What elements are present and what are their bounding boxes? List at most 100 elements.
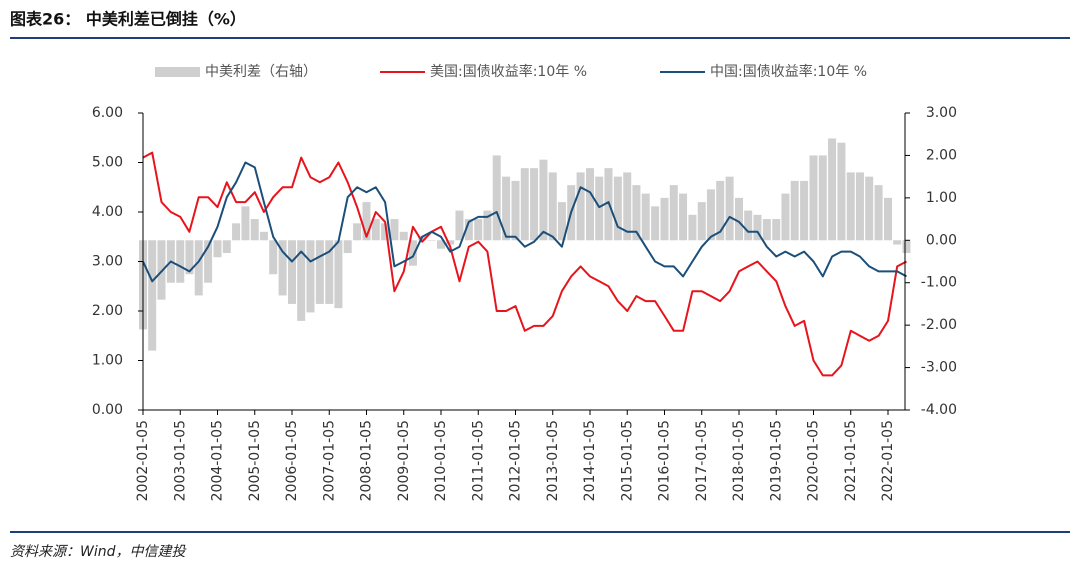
spread-bar	[474, 219, 483, 241]
spread-bar	[194, 240, 203, 296]
spread-bar	[586, 168, 594, 241]
legend-label: 中国:国债收益率:10年 %	[710, 63, 867, 80]
spread-bar	[548, 172, 557, 241]
spread-bar	[437, 240, 445, 249]
spread-bar	[408, 240, 417, 266]
y2-tick-label: 2.00	[926, 147, 957, 163]
y2-tick-label: 3.00	[926, 105, 957, 121]
spread-bar	[837, 142, 846, 241]
spread-bar	[762, 219, 771, 241]
spread-bar	[306, 240, 315, 313]
y2-tick-label: 1.00	[926, 190, 957, 206]
spread-bar	[250, 219, 259, 241]
spread-bar	[232, 223, 241, 241]
spread-bar	[334, 240, 343, 309]
spread-bar	[753, 214, 762, 241]
spread-bar	[427, 240, 436, 241]
x-tick-label: 2009-01-05	[396, 420, 412, 501]
spread-bar	[828, 138, 837, 241]
spread-bar	[818, 155, 827, 241]
spread-bar	[269, 240, 278, 275]
spread-bar	[809, 155, 818, 241]
x-tick-label: 2010-01-05	[433, 420, 449, 501]
spread-bar	[660, 197, 669, 241]
legend-label: 美国:国债收益率:10年 %	[430, 63, 587, 80]
spread-bar	[641, 193, 650, 241]
spread-bar	[613, 176, 622, 241]
spread-bar	[502, 176, 511, 241]
spread-bar	[325, 240, 334, 304]
spread-bar	[176, 240, 185, 283]
x-tick-label: 2015-01-05	[619, 420, 635, 501]
spread-bar	[651, 206, 660, 241]
spread-bar	[772, 219, 781, 241]
yield-line	[142, 151, 907, 377]
y-tick-label: 4.00	[92, 204, 123, 220]
spread-bar	[288, 240, 296, 304]
x-tick-label: 2011-01-05	[470, 420, 486, 501]
legend-swatch	[155, 67, 200, 77]
spread-bar	[278, 240, 287, 296]
x-tick-label: 2016-01-05	[657, 420, 673, 501]
spread-bar	[846, 172, 855, 241]
spread-bar	[725, 176, 734, 241]
spread-bar	[893, 240, 902, 245]
x-tick-label: 2019-01-05	[768, 420, 784, 501]
chart-title: 图表26： 中美利差已倒挂（%）	[10, 10, 246, 29]
spread-bar	[259, 231, 268, 241]
spread-bar	[371, 219, 380, 241]
y2-tick-label: -2.00	[921, 317, 957, 333]
spread-bar	[902, 240, 911, 254]
y-tick-label: 6.00	[92, 105, 123, 121]
x-tick-label: 2003-01-05	[172, 420, 188, 501]
spread-bar	[576, 172, 585, 241]
y2-tick-label: -3.00	[921, 360, 957, 376]
spread-bar	[185, 240, 194, 275]
spread-bar	[204, 240, 213, 283]
spread-bar	[362, 202, 371, 241]
x-tick-label: 2002-01-05	[135, 420, 151, 501]
spread-bar	[744, 210, 753, 241]
spread-bar	[716, 180, 725, 241]
spread-bar	[315, 240, 324, 304]
spread-bar	[706, 189, 715, 241]
x-tick-label: 2005-01-05	[247, 420, 263, 501]
x-tick-label: 2022-01-05	[880, 420, 896, 501]
spread-bar	[884, 197, 892, 241]
spread-bar	[697, 202, 706, 241]
y-tick-label: 0.00	[92, 402, 123, 418]
x-tick-label: 2008-01-05	[359, 420, 375, 501]
x-tick-label: 2007-01-05	[321, 420, 337, 501]
x-tick-label: 2013-01-05	[545, 420, 561, 501]
spread-bar	[297, 240, 306, 321]
spread-bar	[464, 219, 473, 241]
spread-bar	[539, 159, 548, 241]
y-tick-label: 2.00	[92, 303, 123, 319]
y2-tick-label: -4.00	[921, 402, 957, 418]
source: 资料来源：Wind，中信建投	[10, 544, 187, 560]
spread-bar	[399, 231, 408, 241]
x-tick-label: 2018-01-05	[731, 420, 747, 501]
x-tick-label: 2020-01-05	[806, 420, 822, 501]
spread-bar	[520, 168, 529, 241]
x-tick-label: 2017-01-05	[694, 420, 710, 501]
spread-bar	[511, 180, 520, 241]
spread-bar	[483, 210, 492, 241]
x-tick-label: 2014-01-05	[582, 420, 598, 501]
spread-bar	[874, 185, 883, 241]
legend-label: 中美利差（右轴）	[205, 64, 317, 80]
y-tick-label: 1.00	[92, 353, 123, 369]
spread-bar	[222, 240, 231, 254]
spread-bar	[865, 176, 874, 241]
spread-bar	[381, 223, 390, 241]
spread-bar	[557, 202, 566, 241]
spread-bar	[679, 193, 688, 241]
spread-bar	[855, 172, 864, 241]
spread-bar	[623, 172, 632, 241]
spread-bar	[790, 180, 799, 241]
spread-bar	[800, 180, 809, 241]
spread-bar	[455, 210, 464, 241]
spread-bar	[446, 240, 455, 245]
spread-bar	[148, 240, 157, 351]
